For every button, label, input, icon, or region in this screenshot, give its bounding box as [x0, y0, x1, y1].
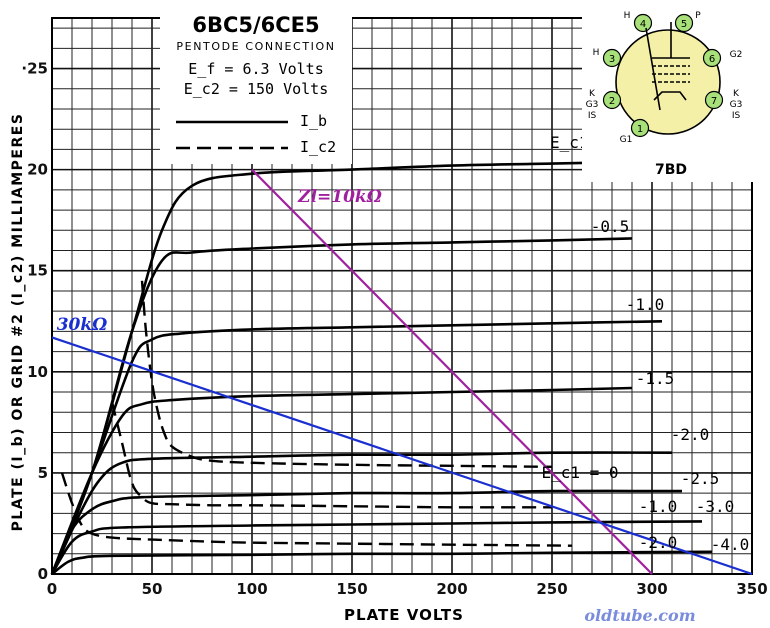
plot-frame	[51, 17, 753, 575]
plate-current-curve	[50, 237, 633, 575]
pin-label: IS	[732, 111, 741, 121]
tube-symbol	[645, 22, 690, 111]
base-pin	[602, 48, 622, 68]
x-tick-label: 250	[536, 580, 567, 598]
plate-curve-label: -3.0	[696, 497, 735, 516]
load-line	[251, 168, 653, 575]
pin-number: 5	[681, 19, 687, 30]
watermark: oldtube.com	[584, 606, 695, 625]
x-tick-label: 350	[736, 580, 767, 598]
pin-label: G2	[730, 50, 743, 60]
plate-curve-label: -0.5	[591, 217, 630, 236]
y-tick-label: 0	[38, 565, 48, 583]
pin-label: K	[589, 89, 596, 99]
base-pin	[704, 90, 724, 110]
base-pin	[674, 13, 694, 33]
legend-solid-label: I_b	[300, 112, 327, 130]
plate-current-curves	[50, 160, 713, 576]
chart-title: 6BC5/6CE5	[192, 13, 319, 37]
x-tick-label: 300	[636, 580, 667, 598]
y-tick-label: 20	[27, 161, 48, 179]
y-tick-label: 5	[38, 464, 48, 482]
screen-curve-label: E_c1 = 0	[541, 463, 618, 482]
screen-curve-label: -1.0	[639, 497, 678, 516]
x-tick-label: 100	[236, 580, 267, 598]
screen-current-curve	[60, 472, 573, 547]
condition-filament: E_f = 6.3 Volts	[188, 60, 323, 78]
load-line	[51, 336, 753, 576]
y-tick-label: 10	[27, 363, 48, 381]
pin-label: K	[733, 89, 740, 99]
pin-number: 6	[709, 54, 715, 65]
pin-number: 4	[640, 19, 646, 30]
plate-curve-label: -4.0	[711, 535, 750, 554]
plate-current-curve	[50, 451, 673, 575]
base-name: 7BD	[655, 162, 687, 178]
y-tick-label: 15	[27, 262, 48, 280]
chart-subtitle: PENTODE CONNECTION	[176, 40, 335, 53]
pin-label: G3	[586, 100, 599, 110]
curve-labels: E_c1 = 0-0.5-1.0-1.5-2.0-2.5-3.0-4.0E_c1…	[541, 133, 749, 554]
plate-curve-label: -2.5	[681, 469, 720, 488]
plate-current-curve	[51, 550, 713, 576]
plate-current-curve	[50, 320, 663, 575]
base-pin	[702, 48, 722, 68]
pin-number: 3	[609, 54, 615, 65]
legend-dashed-label: I_c2	[300, 138, 336, 156]
base-pin	[602, 90, 622, 110]
pin-label: H	[624, 11, 631, 21]
screen-current-curves	[60, 280, 573, 547]
screen-current-curve	[140, 280, 553, 468]
x-axis-ticks: 0 50 100 150 200 250 300 350	[47, 580, 768, 598]
x-tick-label: 150	[336, 580, 367, 598]
plate-current-curve	[50, 520, 703, 575]
plate-curve-label: -1.0	[626, 295, 665, 314]
base-pin	[630, 118, 650, 138]
pin-number: 7	[711, 96, 717, 107]
y-axis-title: PLATE (I_b) OR GRID #2 (I_c2) MILLIAMPER…	[10, 113, 26, 532]
x-axis-title: PLATE VOLTS	[344, 606, 464, 624]
condition-screen: E_c2 = 150 Volts	[184, 80, 329, 98]
pin-label: G1	[620, 135, 633, 145]
x-tick-label: 50	[142, 580, 163, 598]
base-pin	[633, 13, 653, 33]
x-tick-label: 0	[47, 580, 57, 598]
plate-current-curve	[50, 489, 683, 575]
pin-label: P	[695, 11, 701, 21]
plate-current-curve	[50, 386, 633, 575]
y-axis-ticks: 0 5 10 15 20 ·25	[21, 60, 48, 583]
plot-border	[51, 17, 753, 575]
screen-current-curve	[110, 401, 553, 509]
pin-label: G3	[730, 100, 743, 110]
pin-label: H	[593, 48, 600, 58]
plate-curve-label: -1.5	[636, 369, 675, 388]
pin-number: 2	[609, 96, 615, 107]
pin-number: 1	[637, 124, 643, 135]
plate-curve-label: -2.0	[671, 425, 710, 444]
load-line-label: 30kΩ	[57, 315, 108, 335]
title-box: 6BC5/6CE5 PENTODE CONNECTION E_f = 6.3 V…	[160, 6, 352, 164]
y-tick-label: ·25	[21, 60, 48, 78]
x-tick-label: 200	[436, 580, 467, 598]
pin-label: IS	[588, 111, 597, 121]
load-line-label: Zl=10kΩ	[297, 187, 382, 207]
load-lines: Zl=10kΩ 30kΩ	[51, 168, 753, 576]
screen-curve-label: -2.0	[639, 533, 678, 552]
